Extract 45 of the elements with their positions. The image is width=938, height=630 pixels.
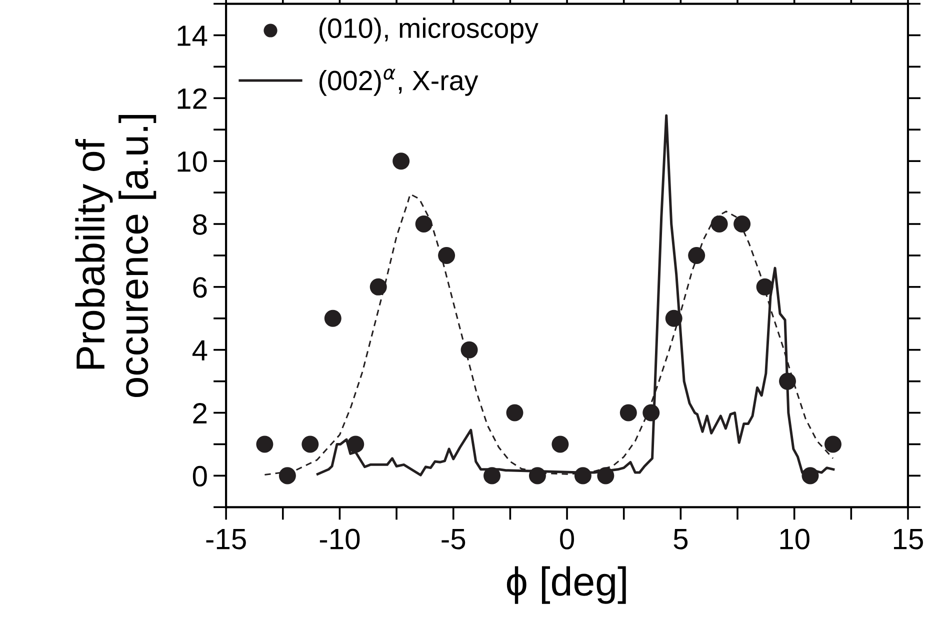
point [779,372,796,390]
point [665,310,682,327]
x-tick-label: -5 [442,529,466,550]
point [528,467,546,484]
y-tick-label: 0 [192,466,207,487]
point [552,436,569,453]
x-tick-label: 0 [560,528,574,550]
point [392,152,410,170]
point [278,467,296,484]
y-tick-label: 12 [178,88,207,109]
point [642,404,660,422]
y-tick-label: 6 [193,277,207,298]
y-tick-label: 8 [193,214,207,235]
point [324,310,342,327]
x-tick-label: 10 [780,528,810,550]
point [620,404,637,422]
point [460,341,478,358]
y-tick-label: 10 [178,151,207,172]
point [824,436,842,453]
point [302,436,319,453]
point [756,278,774,296]
x-tick-label: -10 [320,528,360,550]
point [256,436,274,453]
point [347,436,364,453]
x-tick-label: 5 [674,529,688,550]
point [710,216,728,233]
y-tick-label: 2 [193,402,207,424]
point [484,467,501,484]
point [370,278,387,296]
point [688,246,706,264]
x-tick-label: 15 [894,529,923,550]
y-tick-label: 4 [192,340,208,360]
point [597,467,614,484]
point [802,467,819,484]
point [506,404,524,422]
legend-label: (002)$^{α}$, X-ray [319,68,478,96]
legend-label: (010), microscopy [319,18,538,44]
x-axis-title: ϕ [deg] [506,566,626,604]
y-axis-title: Probability of occurence [a.u.] [75,115,156,398]
y-tick-label: 14 [178,26,208,46]
x-tick-label: -15 [206,529,246,550]
point [415,216,432,233]
point [574,467,592,484]
point [734,216,751,233]
point [438,246,456,264]
